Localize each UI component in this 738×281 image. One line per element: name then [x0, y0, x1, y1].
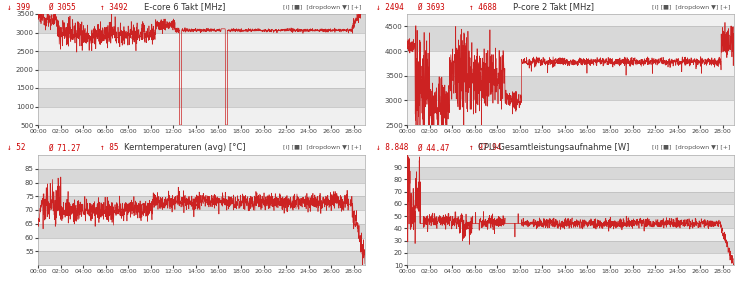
Text: Ø 44.47: Ø 44.47: [417, 144, 449, 153]
Bar: [38, 169, 365, 182]
Bar: [407, 192, 734, 204]
Bar: [407, 228, 734, 241]
Text: Ø 3693: Ø 3693: [417, 3, 445, 12]
Text: CPU-Gesamtleistungsaufnahme [W]: CPU-Gesamtleistungsaufnahme [W]: [477, 144, 630, 153]
Bar: [407, 167, 734, 180]
Bar: [38, 51, 365, 69]
Bar: [38, 182, 365, 196]
Bar: [407, 26, 734, 51]
Text: ↓ 2494: ↓ 2494: [376, 3, 404, 12]
Bar: [407, 216, 734, 228]
Bar: [38, 196, 365, 210]
Bar: [38, 33, 365, 51]
Text: E-core 6 Takt [MHz]: E-core 6 Takt [MHz]: [144, 3, 225, 12]
Text: ↓ 399: ↓ 399: [7, 3, 30, 12]
Text: ↑ 3492: ↑ 3492: [100, 3, 128, 12]
Text: ↑ 4688: ↑ 4688: [469, 3, 497, 12]
Bar: [407, 204, 734, 216]
Bar: [38, 237, 365, 251]
Text: ↓ 8.848: ↓ 8.848: [376, 144, 409, 153]
Text: [i] [■]  [dropdown ▼] [+]: [i] [■] [dropdown ▼] [+]: [283, 4, 362, 10]
Text: ↑ 85: ↑ 85: [100, 144, 118, 153]
Bar: [407, 241, 734, 253]
Bar: [38, 106, 365, 125]
Bar: [407, 253, 734, 265]
Bar: [38, 69, 365, 88]
Text: ↑ 97.94: ↑ 97.94: [469, 144, 501, 153]
Text: [i] [■]  [dropdown ▼] [+]: [i] [■] [dropdown ▼] [+]: [283, 146, 362, 151]
Text: Ø 3055: Ø 3055: [48, 3, 76, 12]
Bar: [407, 51, 734, 76]
Text: P-core 2 Takt [MHz]: P-core 2 Takt [MHz]: [513, 3, 594, 12]
Bar: [407, 76, 734, 100]
Bar: [38, 14, 365, 33]
Text: ↓ 52: ↓ 52: [7, 144, 26, 153]
Bar: [38, 210, 365, 224]
Text: Kerntemperaturen (avg) [°C]: Kerntemperaturen (avg) [°C]: [124, 144, 245, 153]
Bar: [38, 88, 365, 106]
Bar: [38, 251, 365, 265]
Bar: [407, 155, 734, 167]
Bar: [38, 155, 365, 169]
Bar: [38, 224, 365, 237]
Bar: [407, 100, 734, 125]
Text: [i] [■]  [dropdown ▼] [+]: [i] [■] [dropdown ▼] [+]: [652, 146, 731, 151]
Text: [i] [■]  [dropdown ▼] [+]: [i] [■] [dropdown ▼] [+]: [652, 4, 731, 10]
Bar: [407, 180, 734, 192]
Text: Ø 71.27: Ø 71.27: [48, 144, 80, 153]
Bar: [407, 14, 734, 26]
